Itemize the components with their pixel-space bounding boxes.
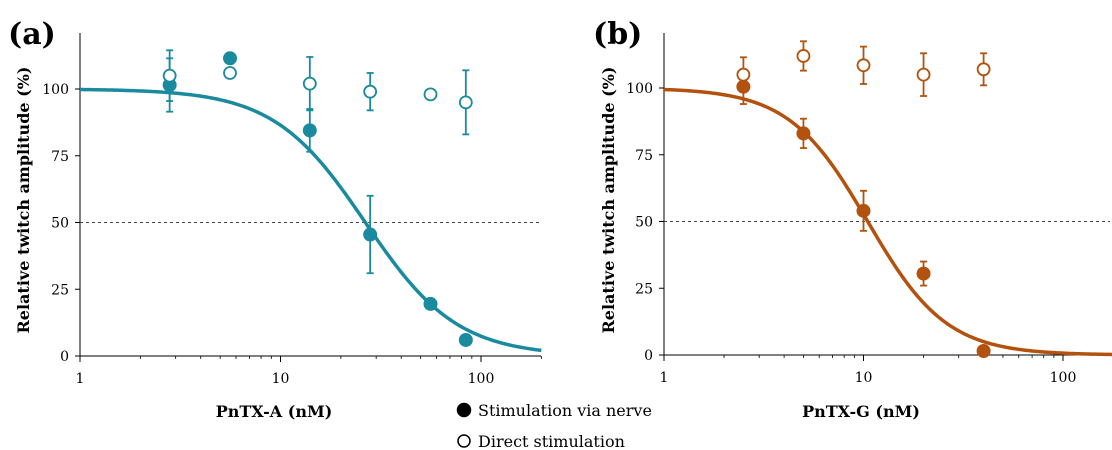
- panel-label-a: (a): [8, 17, 56, 52]
- y-tick-label: 75: [51, 149, 69, 165]
- y-tick-label: 0: [60, 349, 69, 365]
- panel-label-b: (b): [593, 17, 642, 52]
- y-tick-label: 50: [635, 215, 653, 231]
- data-points-a: [162, 51, 473, 347]
- error-bars-a: [166, 49, 470, 275]
- data-point-nerve: [223, 51, 238, 66]
- y-tick-label: 0: [644, 348, 653, 364]
- y-tick-label: 25: [51, 282, 69, 298]
- ticks-b: 0 25 50 75 100 1 10 100: [626, 81, 1077, 386]
- data-point-nerve: [302, 123, 317, 138]
- data-point-direct: [302, 76, 317, 91]
- data-point-nerve: [976, 343, 991, 358]
- data-point-direct: [363, 84, 378, 99]
- fit-curve-b: [663, 87, 1112, 357]
- ticks-a: 0 25 50 75 100 1 10 100: [42, 82, 542, 387]
- data-point-nerve: [736, 79, 751, 94]
- x-tick-label: 10: [855, 370, 873, 386]
- data-point-direct: [796, 49, 811, 63]
- legend-label-direct: Direct stimulation: [478, 432, 625, 450]
- x-axis-label-a: PnTX-A (nM): [216, 402, 333, 421]
- data-point-direct: [223, 66, 237, 80]
- legend-label-nerve: Stimulation via nerve: [478, 401, 652, 420]
- data-point-direct: [856, 58, 871, 73]
- x-tick-label: 100: [1050, 370, 1077, 386]
- data-point-direct: [162, 68, 177, 83]
- x-tick-label: 1: [660, 370, 669, 386]
- legend: Stimulation via nerve Direct stimulation: [456, 401, 652, 450]
- data-point-nerve: [796, 126, 811, 141]
- y-tick-label: 50: [51, 216, 69, 232]
- x-axis-label-b: PnTX-G (nM): [802, 402, 920, 421]
- y-tick-label: 100: [626, 81, 653, 97]
- data-point-direct: [423, 87, 438, 102]
- legend-open-marker: [457, 434, 471, 448]
- chart-panel-a: (a) PnTX-A (nM) Relative twitch amplitud…: [8, 17, 542, 421]
- legend-filled-marker: [456, 402, 472, 418]
- y-tick-label: 100: [42, 82, 69, 98]
- x-tick-label: 10: [272, 371, 290, 387]
- x-tick-label: 1: [76, 371, 85, 387]
- y-axis-label-a: Relative twitch amplitude (%): [14, 67, 33, 334]
- data-point-direct: [458, 95, 473, 110]
- data-points-b: [736, 49, 991, 358]
- error-bars-b: [739, 40, 988, 287]
- fit-curve: [663, 87, 1112, 357]
- chart-panel-b: (b) PnTX-G (nM) Relative twitch amplitud…: [593, 17, 1112, 421]
- data-point-direct: [976, 62, 991, 77]
- data-point-nerve: [423, 296, 438, 311]
- x-tick-label: 100: [468, 371, 495, 387]
- data-point-direct: [916, 67, 931, 82]
- data-point-nerve: [363, 227, 378, 242]
- data-point-nerve: [458, 332, 473, 347]
- y-tick-label: 25: [635, 281, 653, 297]
- y-axis-label-b: Relative twitch amplitude (%): [599, 67, 618, 334]
- data-point-nerve: [856, 203, 871, 218]
- y-tick-label: 75: [635, 148, 653, 164]
- data-point-nerve: [916, 266, 931, 281]
- data-point-direct: [736, 67, 751, 82]
